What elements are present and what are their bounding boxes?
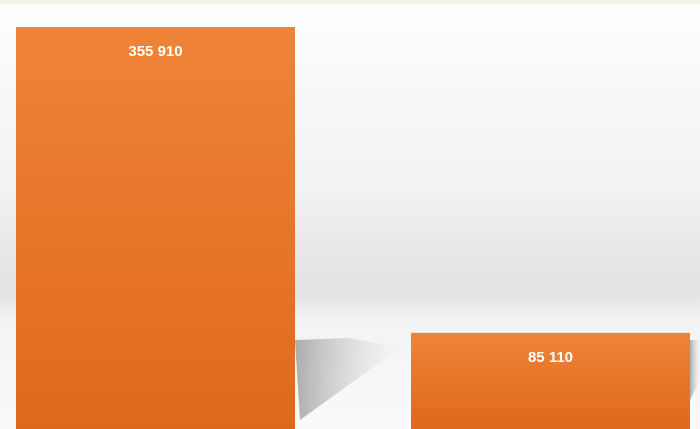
bar: [411, 332, 690, 429]
bar: [16, 27, 295, 429]
bar-shadow: [295, 338, 400, 420]
top-edge: [0, 0, 700, 4]
data-label: 355 910: [128, 43, 182, 60]
bar-shadow: [690, 340, 700, 400]
data-label: 85 110: [528, 349, 573, 366]
